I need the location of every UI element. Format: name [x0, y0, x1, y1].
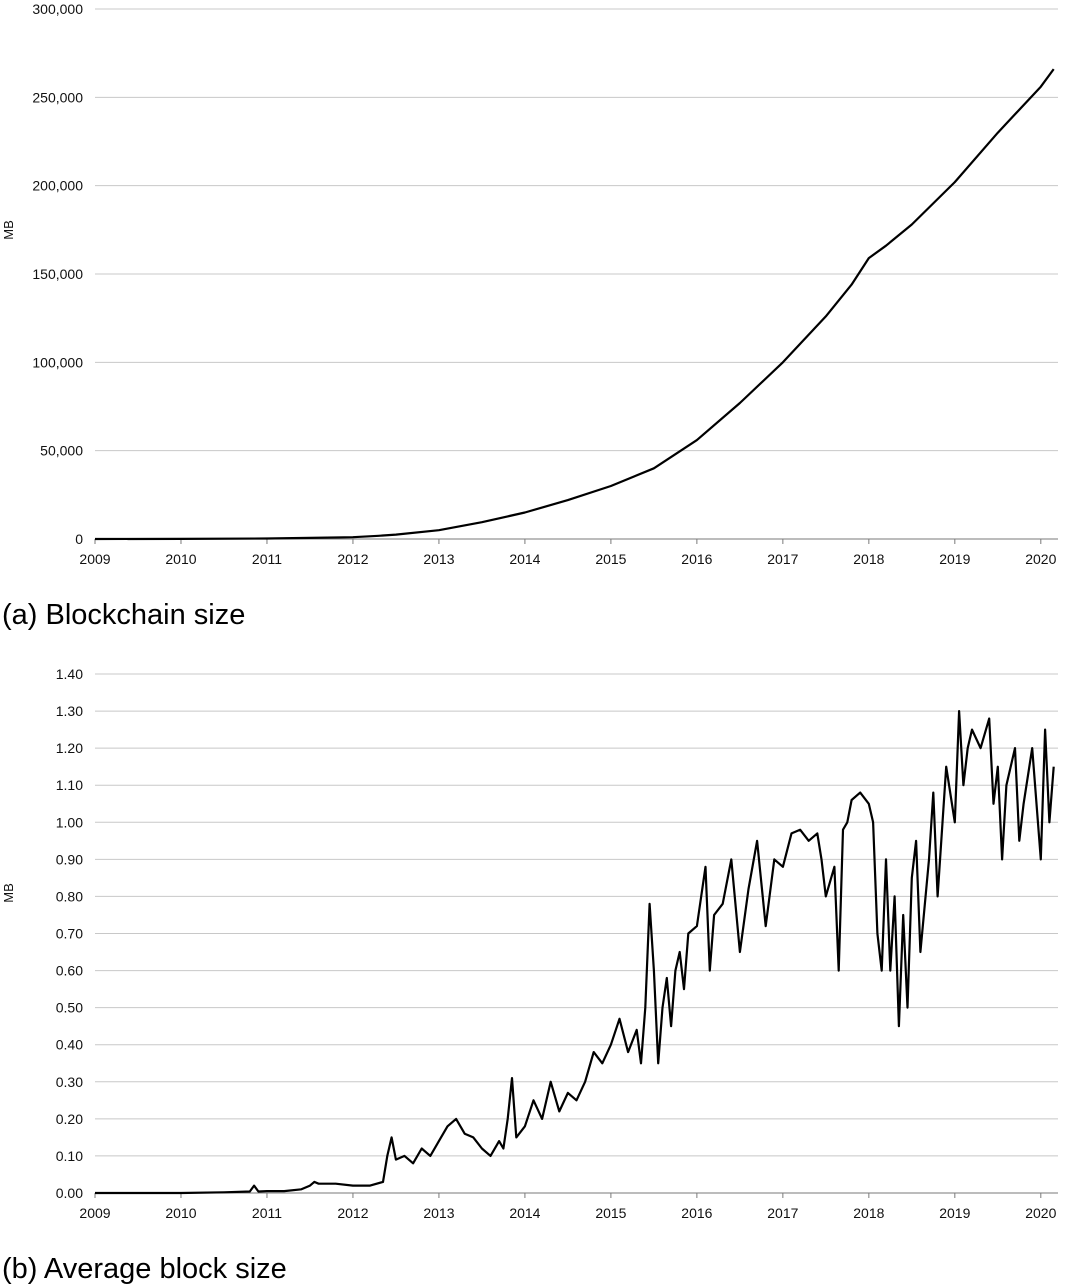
chart-caption: (b) Average block size — [2, 1253, 287, 1285]
x-tick-label: 2018 — [853, 551, 884, 567]
blockchain-size-chart: MB 0 50,000 100,000 150,000 200,000 250,000 30… — [1, 1, 1058, 631]
y-tick-label: 300,000 — [32, 1, 83, 17]
y-tick-label: 0.70 — [56, 926, 83, 942]
y-tick-label: 1.00 — [56, 814, 83, 830]
x-tick-label: 2009 — [79, 551, 110, 567]
x-tick-labels: 2009 2010 2011 2012 2013 2014 2015 2016 2017 2018… — [79, 1205, 1056, 1221]
y-tick-label: 0.40 — [56, 1037, 83, 1053]
x-tick-label: 2010 — [165, 551, 196, 567]
x-tick-label: 2017 — [767, 551, 798, 567]
x-tick-label: 2017 — [767, 1205, 798, 1221]
gridlines — [94, 673, 1058, 1198]
y-tick-label: 1.30 — [56, 703, 83, 719]
x-tick-label: 2011 — [252, 551, 282, 567]
x-tick-label: 2018 — [853, 1205, 884, 1221]
y-tick-label: 0.10 — [56, 1148, 83, 1164]
y-tick-label: 0 — [75, 531, 83, 547]
x-tick-label: 2010 — [165, 1205, 196, 1221]
x-tick-label: 2009 — [79, 1205, 110, 1221]
y-tick-label: 0.90 — [56, 851, 83, 867]
x-tick-label: 2015 — [595, 1205, 626, 1221]
y-tick-label: 100,000 — [32, 354, 83, 370]
y-axis-label: MB — [1, 883, 16, 903]
y-tick-label: 0.60 — [56, 963, 83, 979]
y-tick-label: 0.80 — [56, 888, 83, 904]
x-tick-label: 2012 — [337, 1205, 368, 1221]
x-tick-label: 2020 — [1025, 551, 1056, 567]
x-tick-labels: 2009 2010 2011 2012 2013 2014 2015 2016 2017 2018… — [79, 551, 1056, 567]
y-tick-label: 0.20 — [56, 1111, 83, 1127]
x-tick-label: 2016 — [681, 1205, 712, 1221]
y-tick-label: 1.10 — [56, 777, 83, 793]
gridlines — [94, 8, 1058, 544]
y-axis-label: MB — [1, 220, 16, 240]
x-tick-label: 2013 — [423, 551, 454, 567]
x-tick-label: 2011 — [252, 1205, 282, 1221]
x-tick-label: 2019 — [939, 551, 970, 567]
chart-caption: (a) Blockchain size — [2, 599, 245, 631]
x-tick-label: 2016 — [681, 551, 712, 567]
x-tick-label: 2014 — [509, 551, 540, 567]
blockchain-size-line — [94, 68, 1055, 541]
x-tick-label: 2019 — [939, 1205, 970, 1221]
y-tick-label: 1.20 — [56, 740, 83, 756]
y-tick-labels: 0 50,000 100,000 150,000 200,000 250,000 300,0… — [32, 1, 83, 547]
y-tick-label: 150,000 — [32, 266, 83, 282]
x-tick-label: 2015 — [595, 551, 626, 567]
x-tick-label: 2020 — [1025, 1205, 1056, 1221]
average-block-size-chart: MB 0.000.100.200.300.400.500.600.700.800… — [1, 666, 1058, 1285]
average-block-size-line — [95, 710, 1055, 1195]
y-tick-label: 250,000 — [32, 89, 83, 105]
x-tick-label: 2014 — [509, 1205, 540, 1221]
y-tick-label: 0.50 — [56, 1000, 83, 1016]
y-tick-label: 0.30 — [56, 1074, 83, 1090]
y-tick-label: 1.40 — [56, 666, 83, 682]
y-tick-labels: 0.00 0.10 0.20 0.30 0.40 0.50 0.60 0.70 0.80 0.90… — [56, 666, 83, 1201]
x-tick-label: 2012 — [337, 551, 368, 567]
y-tick-label: 0.00 — [56, 1185, 83, 1201]
y-tick-label: 50,000 — [40, 443, 83, 459]
x-tick-label: 2013 — [423, 1205, 454, 1221]
y-tick-label: 200,000 — [32, 178, 83, 194]
